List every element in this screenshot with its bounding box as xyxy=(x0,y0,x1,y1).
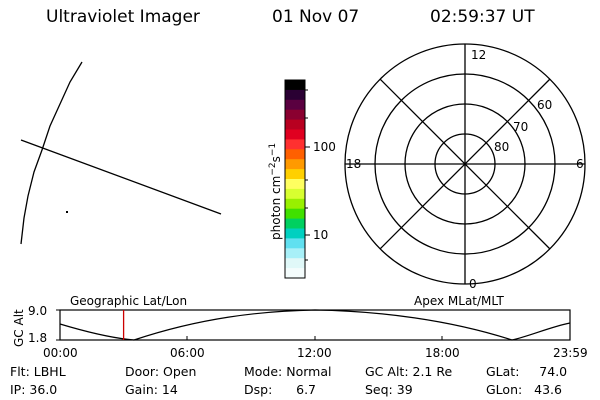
colorbar-cells xyxy=(285,80,305,279)
colorbar-cell xyxy=(285,129,305,140)
status-filter: Flt: LBHL xyxy=(10,364,66,379)
status-gc-alt: GC Alt: 2.1 Re xyxy=(365,364,453,379)
colorbar-cell xyxy=(285,188,305,200)
mlt-label-0: 0 xyxy=(469,277,477,291)
colorbar-cell xyxy=(285,179,305,190)
timeline-x-tick-0600: 06:00 xyxy=(170,346,205,360)
colorbar-cell xyxy=(285,159,305,170)
timeline-x-tick-1800: 18:00 xyxy=(425,346,460,360)
timeline-x-tick-0000: 00:00 xyxy=(43,346,78,360)
timeline-y-tick-top: 9.0 xyxy=(28,304,48,318)
colorbar-cell xyxy=(285,198,305,210)
status-door: Door: Open xyxy=(125,364,197,379)
colorbar-cell xyxy=(285,268,305,279)
colorbar-cell xyxy=(285,119,305,131)
status-glat: GLat: 74.0 xyxy=(486,364,568,379)
status-mode: Mode: Normal xyxy=(244,364,332,379)
coastline-curve xyxy=(20,61,83,245)
status-dsp: Dsp: 6.7 xyxy=(244,382,317,397)
mlt-label-6: 6 xyxy=(576,157,584,171)
colorbar-cell xyxy=(285,80,305,91)
status-glon: GLon: 43.6 xyxy=(486,382,562,397)
date-label: 01 Nov 07 xyxy=(272,7,360,27)
timeline-x-tick-1200: 12:00 xyxy=(297,346,332,360)
terminator-line xyxy=(20,139,222,215)
colorbar-cell xyxy=(285,238,305,249)
colorbar-cell xyxy=(285,228,305,239)
colorbar-cell xyxy=(285,99,305,111)
colorbar-tick-label-100: 100 xyxy=(313,140,336,154)
status-seq: Seq: 39 xyxy=(365,382,413,397)
status-gain: Gain: 14 xyxy=(125,382,178,397)
mlat-label-60: 60 xyxy=(537,98,553,112)
timeline-right-label: Apex MLat/MLT xyxy=(414,294,504,308)
mlat-label-80: 80 xyxy=(494,140,510,154)
time-label: 02:59:37 UT xyxy=(430,7,535,27)
colorbar-cell xyxy=(285,218,305,230)
timeline-y-tick-bottom: 1.8 xyxy=(28,331,48,345)
colorbar-cell xyxy=(285,169,305,180)
status-ip: IP: 36.0 xyxy=(10,382,58,397)
colorbar-cell xyxy=(285,248,305,259)
colorbar-cell xyxy=(285,208,305,220)
colorbar-cell xyxy=(285,149,305,160)
mlat-label-70: 70 xyxy=(513,120,529,134)
colorbar-cell xyxy=(285,258,305,269)
colorbar-tick-label-10: 10 xyxy=(313,228,329,242)
colorbar-cell xyxy=(285,109,305,121)
instrument-title: Ultraviolet Imager xyxy=(46,7,200,27)
mlt-label-12: 12 xyxy=(471,48,487,62)
colorbar-cell xyxy=(285,89,305,101)
mlt-label-18: 18 xyxy=(346,157,362,171)
altitude-curve xyxy=(59,309,571,341)
colorbar-cell xyxy=(285,139,305,150)
map-dot xyxy=(66,211,68,213)
timeline-x-tick-2359: 23:59 xyxy=(553,346,588,360)
timeline-left-label: Geographic Lat/Lon xyxy=(70,294,188,308)
